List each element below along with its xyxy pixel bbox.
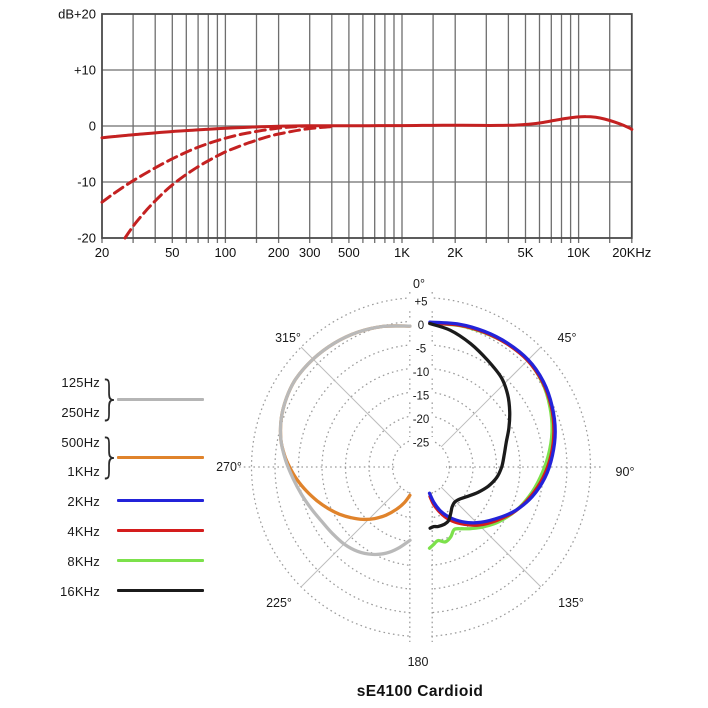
legend-label-125hz: 125Hz xyxy=(61,375,100,390)
fr-curve-main xyxy=(100,115,634,140)
polar-angle-label-270: 270° xyxy=(216,460,242,474)
polar-angle-label-315: 315° xyxy=(275,331,301,345)
polar-db-label: -15 xyxy=(413,391,430,403)
polar-db-label: -10 xyxy=(413,367,430,379)
fr-ytick-label: 0 xyxy=(89,119,96,134)
fr-xtick-label: 5K xyxy=(518,245,534,260)
fr-curve-rolloff-dashed-2 xyxy=(123,125,334,240)
fr-xtick-label: 100 xyxy=(215,245,237,260)
polar-radial-line-45 xyxy=(440,346,542,448)
fr-ytick-label: +20 xyxy=(74,7,96,22)
fr-xtick-label: 2K xyxy=(447,245,463,260)
fr-curve-rolloff-dashed-1 xyxy=(100,124,312,204)
fr-xtick-label: 20KHz xyxy=(612,245,651,260)
polar-db-label: -5 xyxy=(416,344,426,356)
caption: sE4100 Cardioid xyxy=(356,683,484,700)
fr-xtick-label: 10K xyxy=(567,245,590,260)
legend-swatch-16khz xyxy=(117,589,204,593)
polar-radial-line-225 xyxy=(300,486,402,588)
legend-label-4khz: 4KHz xyxy=(67,524,100,539)
polar-db-label-chip xyxy=(409,413,433,426)
legend-swatch-125-250hz xyxy=(117,398,204,402)
polar-center-mask xyxy=(396,442,446,492)
fr-xtick-label: 300 xyxy=(299,245,321,260)
legend-brace-low: } xyxy=(99,371,121,425)
polar-db-label: -20 xyxy=(413,414,430,426)
polar-db-label-chip xyxy=(409,296,433,308)
polar-angle-label-180: 180 xyxy=(408,655,429,669)
polar-curve-125hz-250hz xyxy=(278,324,412,557)
polar-db-label-chip xyxy=(409,390,433,402)
polar-db-label: -25 xyxy=(413,438,430,450)
polar-gap-mask xyxy=(410,468,432,642)
legend-swatch-8khz xyxy=(117,559,204,563)
legend-label-16khz: 16KHz xyxy=(59,584,100,599)
legend-label-250hz: 250Hz xyxy=(61,405,100,420)
polar-radial-line-315 xyxy=(300,346,402,448)
fr-xtick-label: 500 xyxy=(338,245,360,260)
fr-xtick-label: 200 xyxy=(268,245,290,260)
polar-db-label-chip xyxy=(409,319,433,332)
polar-angle-label-135: 135° xyxy=(558,596,584,610)
polar-angle-label-45: 45° xyxy=(558,331,577,345)
legend-brace-mid: } xyxy=(99,429,121,483)
fr-ytick-label: -10 xyxy=(77,175,96,190)
polar-db-label: +5 xyxy=(414,297,427,309)
polar-radial-line-135 xyxy=(440,486,542,588)
polar-angle-label-90: 90° xyxy=(616,465,635,479)
polar-ring--20 xyxy=(368,414,474,520)
legend-label-500hz: 500Hz xyxy=(61,435,100,450)
polar-db-label-chip xyxy=(409,366,433,379)
polar-db-label-chip xyxy=(409,343,433,355)
legend-swatch-2khz xyxy=(117,499,204,503)
fr-plot-border xyxy=(101,13,633,239)
polar-db-label-chip xyxy=(409,437,433,449)
polar-db-label: 0 xyxy=(418,320,424,332)
polar-chart: +5 0 -5 -10 -15 -20 -25 0° 45° 90° 135° 180 225° 270°… xyxy=(216,277,634,669)
fr-y-axis-unit: dB xyxy=(58,7,74,22)
fr-xtick-label: 50 xyxy=(165,245,179,260)
fr-xtick-label: 1K xyxy=(394,245,410,260)
fr-xtick-label: 20 xyxy=(95,245,109,260)
legend-label-8khz: 8KHz xyxy=(67,554,100,569)
fr-ytick-label: +10 xyxy=(74,63,96,78)
legend-swatch-500hz-1khz xyxy=(117,456,204,460)
fr-ytick-label: -20 xyxy=(77,231,96,246)
legend-label-2khz: 2KHz xyxy=(67,494,100,509)
legend-label-1khz: 1KHz xyxy=(67,464,100,479)
polar-angle-label-225: 225° xyxy=(266,596,292,610)
polar-curve-16khz xyxy=(428,321,512,530)
legend-swatch-4khz xyxy=(117,529,204,533)
polar-angle-label-0: 0° xyxy=(413,277,425,291)
